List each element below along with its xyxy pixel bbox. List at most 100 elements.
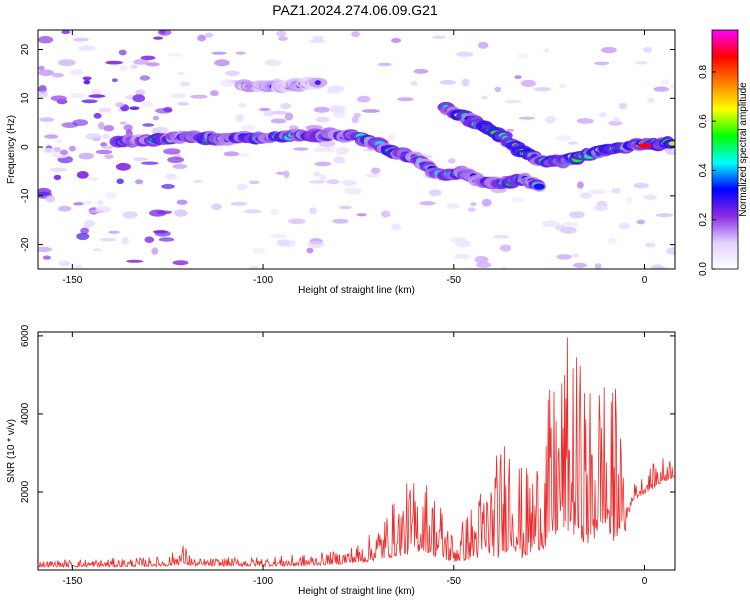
heatmap-cell	[86, 176, 99, 181]
heatmap-cell	[92, 248, 102, 252]
heatmap-cell	[312, 35, 324, 42]
heatmap-cell	[594, 205, 608, 212]
heatmap-cell	[313, 106, 330, 113]
heatmap-cell	[596, 62, 608, 66]
snr-line	[38, 337, 675, 569]
heatmap-cell	[391, 38, 402, 43]
heatmap-cell	[329, 105, 346, 113]
heatmap-cell	[235, 114, 245, 122]
heatmap-cell	[645, 242, 656, 248]
heatmap-cell	[454, 239, 471, 248]
heatmap-cell	[115, 162, 131, 171]
heatmap-cell	[101, 133, 111, 140]
heatmap-cell	[104, 154, 114, 160]
heatmap-cell	[177, 102, 190, 106]
heatmap-cell	[133, 59, 149, 65]
heatmap-cell	[371, 167, 381, 174]
heatmap-cell	[205, 32, 213, 38]
heatmap-cell	[91, 88, 102, 95]
heatmap-cell	[625, 197, 633, 205]
heatmap-cell	[78, 45, 96, 52]
heatmap-cell	[252, 247, 266, 254]
heatmap-cell	[476, 261, 492, 268]
heatmap-cell	[314, 80, 321, 85]
heatmap-cell	[111, 78, 118, 82]
heatmap-cell	[339, 205, 352, 210]
heatmap-cell	[51, 72, 64, 78]
heatmap-cell	[85, 133, 102, 140]
heatmap-cell	[504, 99, 522, 104]
heatmap-cell	[419, 201, 436, 206]
heatmap-cell	[361, 109, 380, 113]
heatmap-cell	[467, 207, 476, 212]
bottom-xtick-label: -100	[253, 576, 273, 587]
heatmap-cells	[38, 30, 675, 269]
heatmap-cell	[38, 69, 54, 76]
heatmap-cell	[318, 173, 327, 182]
heatmap-cell	[589, 189, 607, 194]
heatmap-cell	[618, 102, 628, 110]
heatmap-cell	[126, 259, 144, 263]
heatmap-cell	[55, 138, 63, 144]
bottom-plot-frame	[37, 331, 676, 571]
heatmap-cell	[57, 205, 72, 212]
heatmap-cell	[342, 180, 357, 186]
heatmap-cell	[344, 187, 362, 195]
heatmap-cell	[235, 51, 246, 55]
heatmap-cell	[53, 174, 62, 180]
heatmap-cell	[42, 255, 52, 260]
top-ytick-label: 20	[20, 44, 31, 56]
heatmap-cell	[161, 184, 175, 189]
heatmap-cell	[653, 86, 670, 92]
heatmap-cell	[72, 119, 89, 126]
heatmap-cell	[144, 236, 155, 243]
heatmap-cell	[388, 134, 395, 141]
heatmap-cell	[280, 103, 292, 110]
heatmap-cell	[288, 218, 306, 225]
heatmap-cell	[517, 53, 529, 59]
heatmap-cell	[410, 81, 418, 86]
heatmap-cell	[38, 65, 45, 71]
heatmap-cell	[669, 84, 675, 89]
heatmap-cell	[481, 198, 492, 207]
colorbar-label: Normalized spectral amplitude	[738, 82, 749, 217]
heatmap-cell	[608, 237, 617, 244]
heatmap-cell	[446, 203, 460, 210]
top-ytick-label: 0	[20, 144, 31, 150]
heatmap-cell	[237, 183, 248, 191]
heatmap-cell	[98, 121, 105, 130]
heatmap-cell	[224, 70, 240, 77]
heatmap-cell	[264, 59, 282, 67]
heatmap-cell	[132, 94, 146, 103]
heatmap-cell	[180, 81, 190, 87]
heatmap-cell	[571, 253, 580, 258]
heatmap-cell	[135, 179, 144, 185]
heatmap-cell	[83, 79, 91, 85]
colorbar-tick-label: 0.8	[698, 64, 709, 78]
heatmap-cell	[315, 116, 330, 123]
colorbar-tick-label: 0.4	[698, 163, 709, 177]
heatmap-cell	[140, 55, 156, 61]
heatmap-cell	[193, 179, 203, 184]
heatmap-cell	[598, 112, 608, 118]
bottom-xtick-label: -150	[62, 576, 82, 587]
heatmap-cell	[282, 239, 296, 248]
heatmap-cell	[263, 110, 275, 117]
heatmap-cell	[499, 244, 512, 252]
heatmap-cell	[365, 174, 380, 178]
heatmap-cell	[271, 208, 279, 216]
heatmap-cell	[176, 71, 185, 76]
heatmap-cell	[116, 178, 124, 185]
heatmap-cell	[556, 254, 572, 260]
top-ylabel: Frequency (Hz)	[6, 115, 17, 184]
heatmap-cell	[119, 64, 128, 72]
heatmap-cell	[611, 187, 621, 194]
heatmap-cell	[650, 264, 664, 269]
heatmap-cell	[455, 51, 474, 57]
heatmap-cell	[141, 161, 159, 165]
heatmap-cell	[151, 247, 159, 255]
heatmap-cell	[240, 125, 255, 131]
heatmap-cell	[43, 147, 55, 154]
heatmap-cell	[633, 182, 649, 189]
